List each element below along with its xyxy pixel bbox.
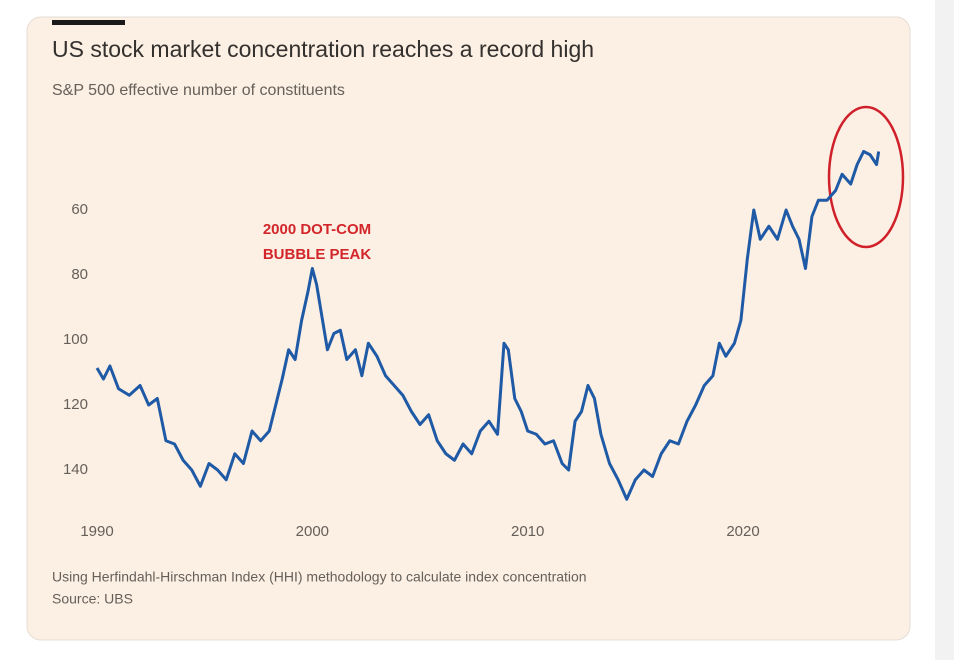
x-tick-label: 2020 — [726, 523, 759, 540]
y-tick-label: 120 — [63, 396, 88, 413]
footnote: Using Herfindahl-Hirschman Index (HHI) m… — [52, 569, 587, 585]
card — [26, 16, 911, 641]
x-tick-label: 1990 — [80, 523, 113, 540]
y-tick-label: 80 — [71, 266, 88, 283]
chart-title: US stock market concentration reaches a … — [52, 36, 594, 62]
y-tick-label: 140 — [63, 461, 88, 478]
annotation: BUBBLE PEAK — [263, 246, 372, 263]
y-tick-label: 100 — [63, 331, 88, 348]
y-tick-label: 60 — [71, 201, 88, 218]
side-strip — [935, 0, 954, 660]
x-tick-label: 2000 — [296, 523, 329, 540]
chart-subtitle: S&P 500 effective number of constituents — [52, 82, 345, 99]
title-bar — [52, 20, 125, 25]
data-line — [95, 150, 881, 501]
x-tick-label: 2010 — [511, 523, 544, 540]
highlight-circle — [827, 105, 905, 249]
annotation: 2000 DOT-COM — [263, 221, 371, 238]
source: Source: UBS — [52, 591, 133, 607]
